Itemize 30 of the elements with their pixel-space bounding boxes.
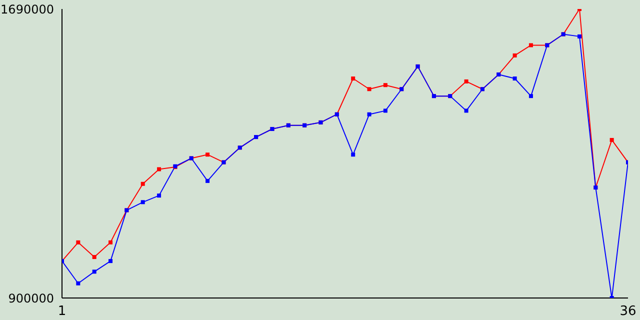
point bbox=[464, 108, 468, 113]
point bbox=[351, 76, 356, 81]
point bbox=[464, 79, 468, 84]
point bbox=[140, 200, 145, 204]
point bbox=[92, 270, 96, 274]
point bbox=[140, 182, 145, 186]
point bbox=[76, 240, 80, 244]
point bbox=[577, 34, 582, 38]
point bbox=[528, 94, 533, 98]
y-tick-label: 1690000 bbox=[0, 2, 54, 16]
point bbox=[367, 87, 372, 92]
point bbox=[157, 194, 162, 198]
point bbox=[512, 76, 517, 81]
x-tick-label: 36 bbox=[620, 304, 636, 320]
point bbox=[367, 112, 372, 116]
point bbox=[528, 43, 533, 48]
point bbox=[157, 167, 162, 172]
point bbox=[383, 108, 388, 113]
point bbox=[351, 152, 356, 157]
point bbox=[206, 178, 210, 183]
point bbox=[383, 83, 388, 88]
point bbox=[108, 259, 113, 264]
point bbox=[76, 281, 80, 286]
point bbox=[206, 152, 210, 157]
point bbox=[512, 53, 517, 58]
y-tick-label: 900000 bbox=[8, 291, 54, 306]
point bbox=[92, 255, 96, 260]
x-tick-label: 1 bbox=[58, 304, 66, 320]
point bbox=[108, 240, 113, 244]
point bbox=[610, 138, 614, 142]
